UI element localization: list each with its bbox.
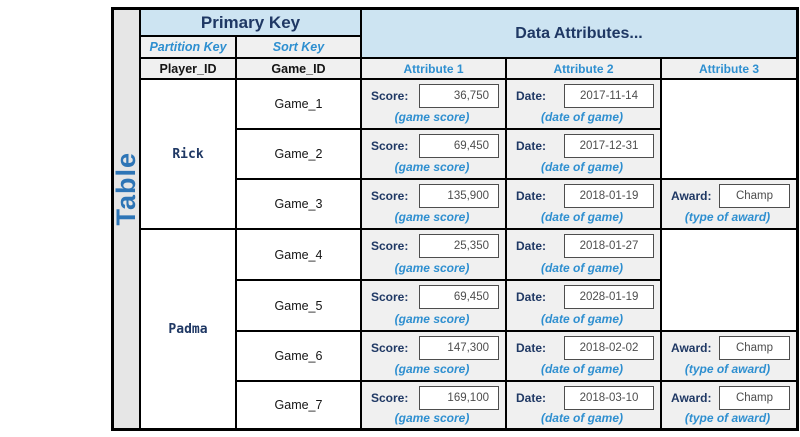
score-attribute-cell: Score: 135,900 (game score) <box>361 179 506 229</box>
sort-key-header: Sort Key <box>236 36 361 58</box>
date-caption: (date of game) <box>540 260 623 275</box>
date-label: Date: <box>516 239 547 253</box>
award-label: Award: <box>671 189 712 203</box>
award-attribute-cell: Award: Champ (type of award) <box>661 331 797 381</box>
date-label: Date: <box>516 290 547 304</box>
score-label: Score: <box>371 239 409 253</box>
award-value-box: Champ <box>719 336 790 360</box>
date-attribute-cell: Date: 2028-01-19 (date of game) <box>506 280 661 331</box>
player-cell-padma: Padma <box>140 229 236 429</box>
award-caption: (type of award) <box>684 362 771 376</box>
date-value-box: 2017-11-14 <box>564 84 654 108</box>
attribute-2-header: Attribute 2 <box>506 58 661 79</box>
table-label-text: Table <box>113 152 140 226</box>
game-cell-game-5: Game_5 <box>236 280 361 331</box>
primary-key-header: Primary Key <box>140 9 361 36</box>
date-label: Date: <box>516 89 547 103</box>
score-label: Score: <box>371 139 409 153</box>
score-value-box: 69,450 <box>419 285 499 309</box>
game-cell-game-4: Game_4 <box>236 229 361 280</box>
game-cell-game-6: Game_6 <box>236 331 361 381</box>
date-caption: (date of game) <box>540 311 623 326</box>
date-label: Date: <box>516 139 547 153</box>
date-label: Date: <box>516 189 547 203</box>
award-value-box: Champ <box>719 184 790 208</box>
table-sidebar: Table <box>113 9 140 429</box>
game-cell-game-1: Game_1 <box>236 79 361 129</box>
score-caption: (game score) <box>394 362 470 376</box>
player-cell-rick: Rick <box>140 79 236 229</box>
date-caption: (date of game) <box>540 110 623 124</box>
award-label: Award: <box>671 391 712 405</box>
award-caption: (type of award) <box>684 210 771 224</box>
score-attribute-cell: Score: 36,750 (game score) <box>361 79 506 129</box>
score-attribute-cell: Score: 169,100 (game score) <box>361 381 506 429</box>
score-value-box: 36,750 <box>419 84 499 108</box>
game-cell-game-3: Game_3 <box>236 179 361 229</box>
date-caption: (date of game) <box>540 362 623 376</box>
score-attribute-cell: Score: 69,450 (game score) <box>361 129 506 179</box>
award-value-box: Champ <box>719 386 790 410</box>
date-attribute-cell: Date: 2017-11-14 (date of game) <box>506 79 661 129</box>
award-attribute-cell: Award: Champ (type of award) <box>661 381 797 429</box>
game-cell-game-7: Game_7 <box>236 381 361 429</box>
score-caption: (game score) <box>394 411 470 425</box>
score-attribute-cell: Score: 25,350 (game score) <box>361 229 506 280</box>
date-label: Date: <box>516 391 547 405</box>
partition-key-header: Partition Key <box>140 36 236 58</box>
score-label: Score: <box>371 189 409 203</box>
date-value-box: 2018-01-19 <box>564 184 654 208</box>
award-label: Award: <box>671 341 712 355</box>
award-attribute-cell: Award: Champ (type of award) <box>661 179 797 229</box>
score-value-box: 25,350 <box>419 234 499 258</box>
score-value-box: 135,900 <box>419 184 499 208</box>
award-caption: (type of award) <box>684 411 771 425</box>
game-id-header: Game_ID <box>236 58 361 79</box>
date-attribute-cell: Date: 2017-12-31 (date of game) <box>506 129 661 179</box>
date-caption: (date of game) <box>540 411 623 425</box>
score-caption: (game score) <box>394 110 470 124</box>
score-label: Score: <box>371 290 409 304</box>
date-caption: (date of game) <box>540 210 623 224</box>
score-attribute-cell: Score: 69,450 (game score) <box>361 280 506 331</box>
date-value-box: 2028-01-19 <box>564 285 654 309</box>
dynamodb-table-diagram: Table Primary Key Data Attributes... Par… <box>111 7 799 431</box>
date-label: Date: <box>516 341 547 355</box>
score-caption: (game score) <box>394 210 470 224</box>
date-attribute-cell: Date: 2018-01-19 (date of game) <box>506 179 661 229</box>
attribute-3-header: Attribute 3 <box>661 58 797 79</box>
date-caption: (date of game) <box>540 160 623 174</box>
date-value-box: 2018-01-27 <box>564 234 654 258</box>
game-cell-game-2: Game_2 <box>236 129 361 179</box>
player-id-header: Player_ID <box>140 58 236 79</box>
empty-attribute-region <box>661 229 797 331</box>
date-value-box: 2018-02-02 <box>564 336 654 360</box>
score-label: Score: <box>371 341 409 355</box>
date-attribute-cell: Date: 2018-02-02 (date of game) <box>506 331 661 381</box>
score-caption: (game score) <box>394 160 470 174</box>
score-attribute-cell: Score: 147,300 (game score) <box>361 331 506 381</box>
score-label: Score: <box>371 391 409 405</box>
score-caption: (game score) <box>394 311 470 326</box>
date-attribute-cell: Date: 2018-01-27 (date of game) <box>506 229 661 280</box>
score-caption: (game score) <box>394 260 470 275</box>
empty-attribute-region <box>661 79 797 179</box>
date-attribute-cell: Date: 2018-03-10 (date of game) <box>506 381 661 429</box>
score-value-box: 169,100 <box>419 386 499 410</box>
attribute-1-header: Attribute 1 <box>361 58 506 79</box>
date-value-box: 2017-12-31 <box>564 134 654 158</box>
score-label: Score: <box>371 89 409 103</box>
data-attributes-header: Data Attributes... <box>361 9 797 58</box>
date-value-box: 2018-03-10 <box>564 386 654 410</box>
score-value-box: 147,300 <box>419 336 499 360</box>
score-value-box: 69,450 <box>419 134 499 158</box>
